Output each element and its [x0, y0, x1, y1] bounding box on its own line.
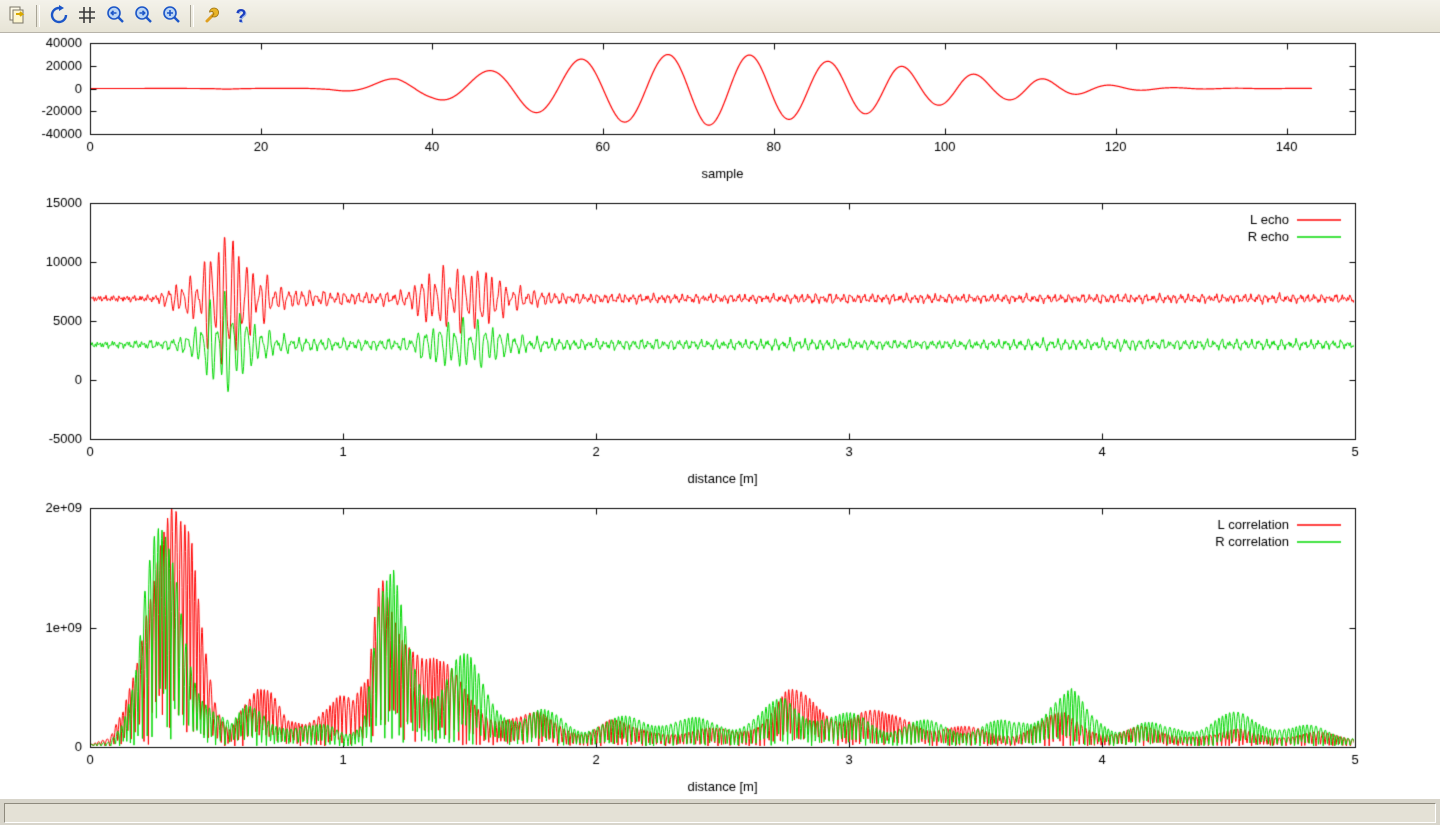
- copy-icon: [7, 5, 27, 28]
- help-button[interactable]: ?: [228, 3, 254, 29]
- autoscale-button[interactable]: [158, 3, 184, 29]
- status-field: [4, 802, 1436, 823]
- toggle-grid-button[interactable]: [74, 3, 100, 29]
- toolbar-separator: [36, 5, 40, 27]
- status-bar: [0, 798, 1440, 825]
- toolbar: ?: [0, 0, 1440, 33]
- wrench-icon: [203, 5, 223, 28]
- grid-icon: [77, 5, 97, 28]
- help-icon: ?: [235, 6, 247, 26]
- zoom-previous-icon: [105, 5, 125, 28]
- plot-canvas[interactable]: [0, 33, 1440, 798]
- zoom-next-icon: [133, 5, 153, 28]
- toolbar-separator: [190, 5, 194, 27]
- replot-button[interactable]: [46, 3, 72, 29]
- configure-button[interactable]: [200, 3, 226, 29]
- plot-area: [0, 33, 1440, 798]
- zoom-previous-button[interactable]: [102, 3, 128, 29]
- zoom-reset-icon: [161, 5, 181, 28]
- copy-to-clipboard-button[interactable]: [4, 3, 30, 29]
- zoom-next-button[interactable]: [130, 3, 156, 29]
- refresh-icon: [49, 4, 69, 28]
